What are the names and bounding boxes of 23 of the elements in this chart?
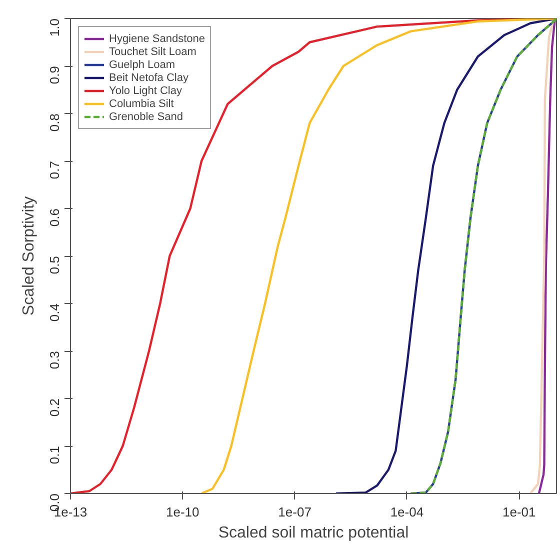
- y-tick-label: 0.4: [47, 303, 62, 322]
- y-tick-label: 1.0: [47, 18, 62, 37]
- legend-label: Hygiene Sandstone: [109, 32, 206, 45]
- y-tick-label: 0.1: [47, 446, 62, 464]
- y-tick-label: 0.6: [47, 208, 62, 227]
- legend-label: Yolo Light Clay: [109, 84, 182, 97]
- y-tick-label: 0.2: [47, 398, 62, 417]
- y-axis-title: Scaled Sorptivity: [20, 196, 38, 316]
- legend-label: Grenoble Sand: [109, 110, 183, 123]
- legend-label: Beit Netofa Clay: [109, 71, 188, 84]
- y-tick-label: 0.5: [47, 256, 62, 274]
- legend-label: Touchet Silt Loam: [109, 45, 196, 58]
- x-tick-label: 1e-04: [390, 504, 424, 520]
- y-tick-label: 0.7: [47, 160, 62, 180]
- y-tick-label: 0.8: [47, 113, 62, 132]
- y-tick-label: 0.9: [47, 66, 62, 84]
- y-tick-label: 0.3: [47, 350, 62, 370]
- legend-label: Guelph Loam: [109, 58, 176, 71]
- x-axis-title: Scaled soil matric potential: [218, 524, 409, 542]
- x-tick-label: 1e-10: [166, 504, 200, 520]
- x-tick-label: 1e-07: [278, 504, 312, 520]
- legend-label: Columbia Silt: [109, 97, 174, 110]
- x-tick-label: 1e-01: [502, 504, 536, 520]
